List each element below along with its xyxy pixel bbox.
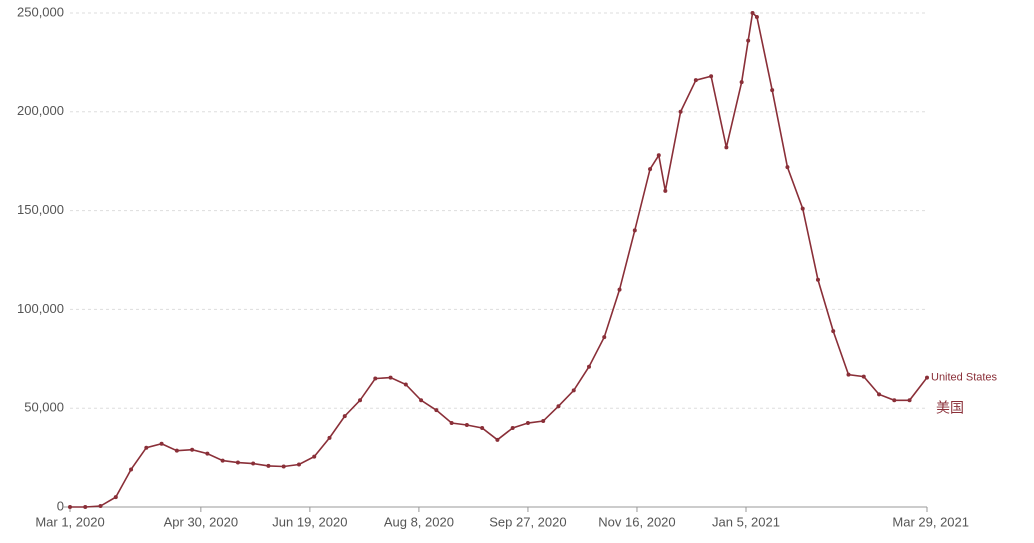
x-tick-label: Aug 8, 2020 (384, 514, 454, 529)
point (419, 398, 424, 403)
point (785, 165, 790, 170)
point (190, 447, 195, 452)
point (925, 375, 929, 380)
point (892, 398, 897, 403)
point (632, 228, 637, 233)
point (373, 376, 378, 381)
point (434, 408, 439, 413)
point (251, 461, 256, 466)
x-tick-label: Apr 30, 2020 (164, 514, 238, 529)
point (403, 382, 408, 387)
point (586, 364, 591, 369)
point (815, 277, 820, 282)
point (656, 153, 661, 158)
point (877, 392, 882, 397)
point (113, 495, 118, 500)
point (648, 167, 653, 172)
point (750, 11, 755, 15)
y-tick-label: 100,000 (17, 301, 64, 316)
point (388, 375, 393, 380)
x-tick-label: Mar 29, 2021 (892, 514, 969, 529)
point (342, 414, 347, 419)
point (739, 80, 744, 85)
point (159, 441, 164, 446)
point (220, 458, 225, 463)
y-tick-label: 250,000 (17, 4, 64, 19)
y-tick-label: 150,000 (17, 202, 64, 217)
point (541, 419, 546, 424)
point (663, 188, 668, 193)
point (831, 329, 836, 334)
annotation: 美国 (936, 400, 964, 416)
point (861, 374, 866, 379)
point (144, 445, 149, 450)
point (525, 421, 530, 426)
point (754, 14, 759, 19)
point (800, 206, 805, 211)
point (495, 437, 500, 442)
x-tick-label: Jun 19, 2020 (272, 514, 347, 529)
point (678, 109, 683, 114)
point (83, 505, 88, 509)
line (70, 11, 928, 508)
point (571, 388, 576, 393)
y-tick-label: 50,000 (24, 400, 64, 415)
point (235, 460, 240, 465)
point (480, 425, 485, 430)
point (327, 435, 332, 440)
x-tick-label: Jan 5, 2021 (712, 514, 780, 529)
y-tick-label: 200,000 (17, 103, 64, 118)
x-tick-label: Nov 16, 2020 (598, 514, 675, 529)
point (129, 467, 134, 472)
point (205, 451, 210, 456)
point (449, 421, 454, 426)
point (724, 145, 729, 150)
point (358, 398, 363, 403)
point (312, 454, 317, 459)
point (296, 462, 301, 467)
point (510, 425, 515, 430)
point (602, 335, 607, 340)
point (266, 463, 271, 468)
series-label: United States (931, 371, 998, 383)
point (907, 398, 912, 403)
point (281, 464, 286, 469)
point (556, 404, 561, 409)
point (98, 504, 103, 509)
point (846, 372, 851, 377)
point (68, 505, 72, 509)
x-tick-label: Sep 27, 2020 (489, 514, 566, 529)
point (617, 287, 622, 292)
point (709, 74, 714, 79)
point (464, 422, 469, 427)
x-tick-label: Mar 1, 2020 (35, 514, 104, 529)
point (770, 88, 775, 93)
y-tick-label: 0 (57, 498, 64, 513)
point (693, 78, 698, 83)
point (174, 448, 179, 453)
point (746, 38, 751, 43)
